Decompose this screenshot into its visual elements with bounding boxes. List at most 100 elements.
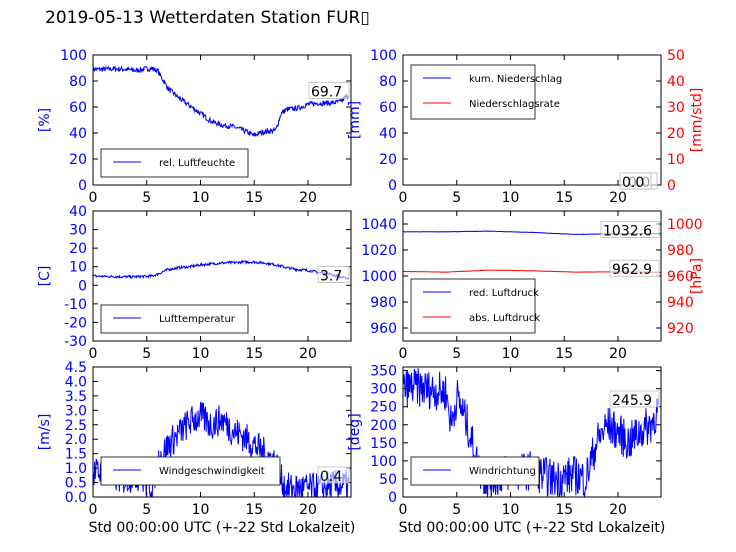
x-tick-label: 0 bbox=[89, 346, 98, 362]
y-tick-label: 100 bbox=[370, 48, 397, 64]
x-tick-label: 10 bbox=[192, 190, 210, 206]
legend-label: Niederschlagsrate bbox=[469, 99, 560, 110]
x-tick-label: 15 bbox=[245, 346, 263, 362]
x-tick-label: 15 bbox=[555, 190, 573, 206]
y-tick-label: 20 bbox=[69, 152, 87, 168]
y-tick-label: 20 bbox=[379, 152, 397, 168]
last-value-label: 245.9 bbox=[612, 393, 652, 409]
value-label-box bbox=[600, 221, 660, 239]
legend-box bbox=[100, 456, 281, 486]
y-tick-label: 80 bbox=[379, 74, 397, 90]
legend: Lufttemperatur bbox=[100, 304, 249, 334]
y-tick-label: 0 bbox=[78, 178, 87, 194]
y-axis-label: [deg] bbox=[347, 413, 363, 450]
legend-box bbox=[410, 64, 536, 120]
last-value-label: 0.0 bbox=[622, 175, 644, 191]
y-tick-label: 2.5 bbox=[65, 418, 87, 434]
x-tick-label: 5 bbox=[452, 190, 461, 206]
last-value-label: 1032.6 bbox=[603, 224, 652, 240]
y-tick-label: 350 bbox=[370, 364, 397, 380]
plot-frame bbox=[92, 210, 352, 342]
x-tick-label: 0 bbox=[89, 190, 98, 206]
y2-tick-label: 0 bbox=[667, 178, 676, 194]
plot-frame bbox=[402, 366, 662, 498]
x-tick-label: 15 bbox=[245, 502, 263, 518]
y2-axis-label: [mm/std] bbox=[689, 88, 705, 153]
y-tick-label: 0 bbox=[78, 278, 87, 294]
last-value-label: 3.7 bbox=[320, 268, 342, 284]
legend-label: red. Luftdruck bbox=[469, 288, 539, 299]
y-tick-label: -10 bbox=[64, 297, 87, 313]
figure-title: 2019-05-13 Wetterdaten Station FUR▯ bbox=[45, 8, 370, 28]
y2-tick-label: 1000 bbox=[667, 217, 703, 233]
y-tick-label: 100 bbox=[60, 48, 87, 64]
legend: Windrichtung bbox=[410, 456, 540, 486]
x-tick-label: 0 bbox=[399, 190, 408, 206]
legend-box bbox=[410, 278, 536, 334]
plot-frame bbox=[92, 366, 352, 498]
legend-label: Windgeschwindigkeit bbox=[159, 466, 265, 477]
y-tick-label: 80 bbox=[69, 74, 87, 90]
x-tick-label: 15 bbox=[245, 190, 263, 206]
x-tick-label: 0 bbox=[399, 346, 408, 362]
y-tick-label: 3.5 bbox=[65, 389, 87, 405]
y-tick-label: 200 bbox=[370, 418, 397, 434]
x-tick-label: 20 bbox=[299, 346, 317, 362]
chart-humidity: 0 5 10 15 20 0 20 40 60 80 100 [%] rel. Luftfeuchte 6… bbox=[37, 48, 352, 206]
value-label-box bbox=[619, 172, 652, 190]
x-axis-label: Std 00:00:00 UTC (+-22 Std Lokalzeit) bbox=[399, 520, 666, 536]
y-tick-label: 1040 bbox=[361, 217, 397, 233]
y-tick-label: 1.5 bbox=[65, 447, 87, 463]
legend-box bbox=[100, 148, 249, 178]
legend-label: rel. Luftfeuchte bbox=[159, 158, 235, 169]
y-tick-label: 3.0 bbox=[65, 403, 87, 419]
x-tick-label: 5 bbox=[142, 190, 151, 206]
legend: rel. Luftfeuchte bbox=[100, 148, 249, 178]
x-tick-label: 0 bbox=[399, 502, 408, 518]
value-label-box bbox=[609, 259, 660, 277]
plot-frame bbox=[402, 54, 662, 186]
series-line-humidity-0 bbox=[93, 65, 350, 138]
y-tick-label: 20 bbox=[69, 241, 87, 257]
y-tick-label: 60 bbox=[379, 100, 397, 116]
series-line-windspeed-0 bbox=[93, 401, 350, 497]
y-tick-label: 0.0 bbox=[65, 490, 87, 506]
y2-tick-label: 10 bbox=[667, 152, 685, 168]
legend: red. Luftdruck abs. Luftdruck bbox=[410, 278, 540, 334]
value-label-box bbox=[317, 266, 350, 283]
value-label-box bbox=[317, 466, 350, 484]
x-tick-label: 5 bbox=[142, 502, 151, 518]
y-tick-label: 1000 bbox=[361, 269, 397, 285]
y-tick-label: 2.0 bbox=[65, 432, 87, 448]
y-axis-label: [%] bbox=[37, 108, 53, 132]
x-tick-label: 0 bbox=[89, 502, 98, 518]
x-tick-label: 10 bbox=[502, 190, 520, 206]
legend-box bbox=[410, 456, 540, 486]
y-tick-label: 0 bbox=[388, 178, 397, 194]
y2-tick-label: 50 bbox=[667, 48, 685, 64]
y2-tick-label: 40 bbox=[667, 74, 685, 90]
x-tick-label: 10 bbox=[192, 346, 210, 362]
y-tick-label: 0.5 bbox=[65, 476, 87, 492]
y-tick-label: -20 bbox=[64, 315, 87, 331]
y-tick-label: 40 bbox=[379, 126, 397, 142]
y-tick-label: 100 bbox=[370, 454, 397, 470]
y2-axis-label: [hPa] bbox=[689, 258, 705, 294]
y2-tick-label: 30 bbox=[667, 100, 685, 116]
y-axis-label: [mm] bbox=[347, 101, 363, 139]
y-tick-label: 60 bbox=[69, 100, 87, 116]
x-tick-label: 5 bbox=[142, 346, 151, 362]
chart-pressure: 0 5 10 15 20 960 980 1000 1020 1040 920 940 960 980 10… bbox=[361, 210, 705, 362]
y-tick-label: 150 bbox=[370, 436, 397, 452]
y-axis-label: [m/s] bbox=[37, 414, 53, 451]
legend: Windgeschwindigkeit bbox=[100, 456, 281, 486]
y2-tick-label: 980 bbox=[667, 243, 694, 259]
x-tick-label: 10 bbox=[502, 346, 520, 362]
y-tick-label: -30 bbox=[64, 334, 87, 350]
value-label-box bbox=[308, 81, 350, 99]
y2-tick-label: 20 bbox=[667, 126, 685, 142]
series-line-temperature-0 bbox=[93, 259, 350, 281]
y-tick-label: 10 bbox=[69, 260, 87, 276]
legend-label: abs. Luftdruck bbox=[469, 313, 540, 324]
